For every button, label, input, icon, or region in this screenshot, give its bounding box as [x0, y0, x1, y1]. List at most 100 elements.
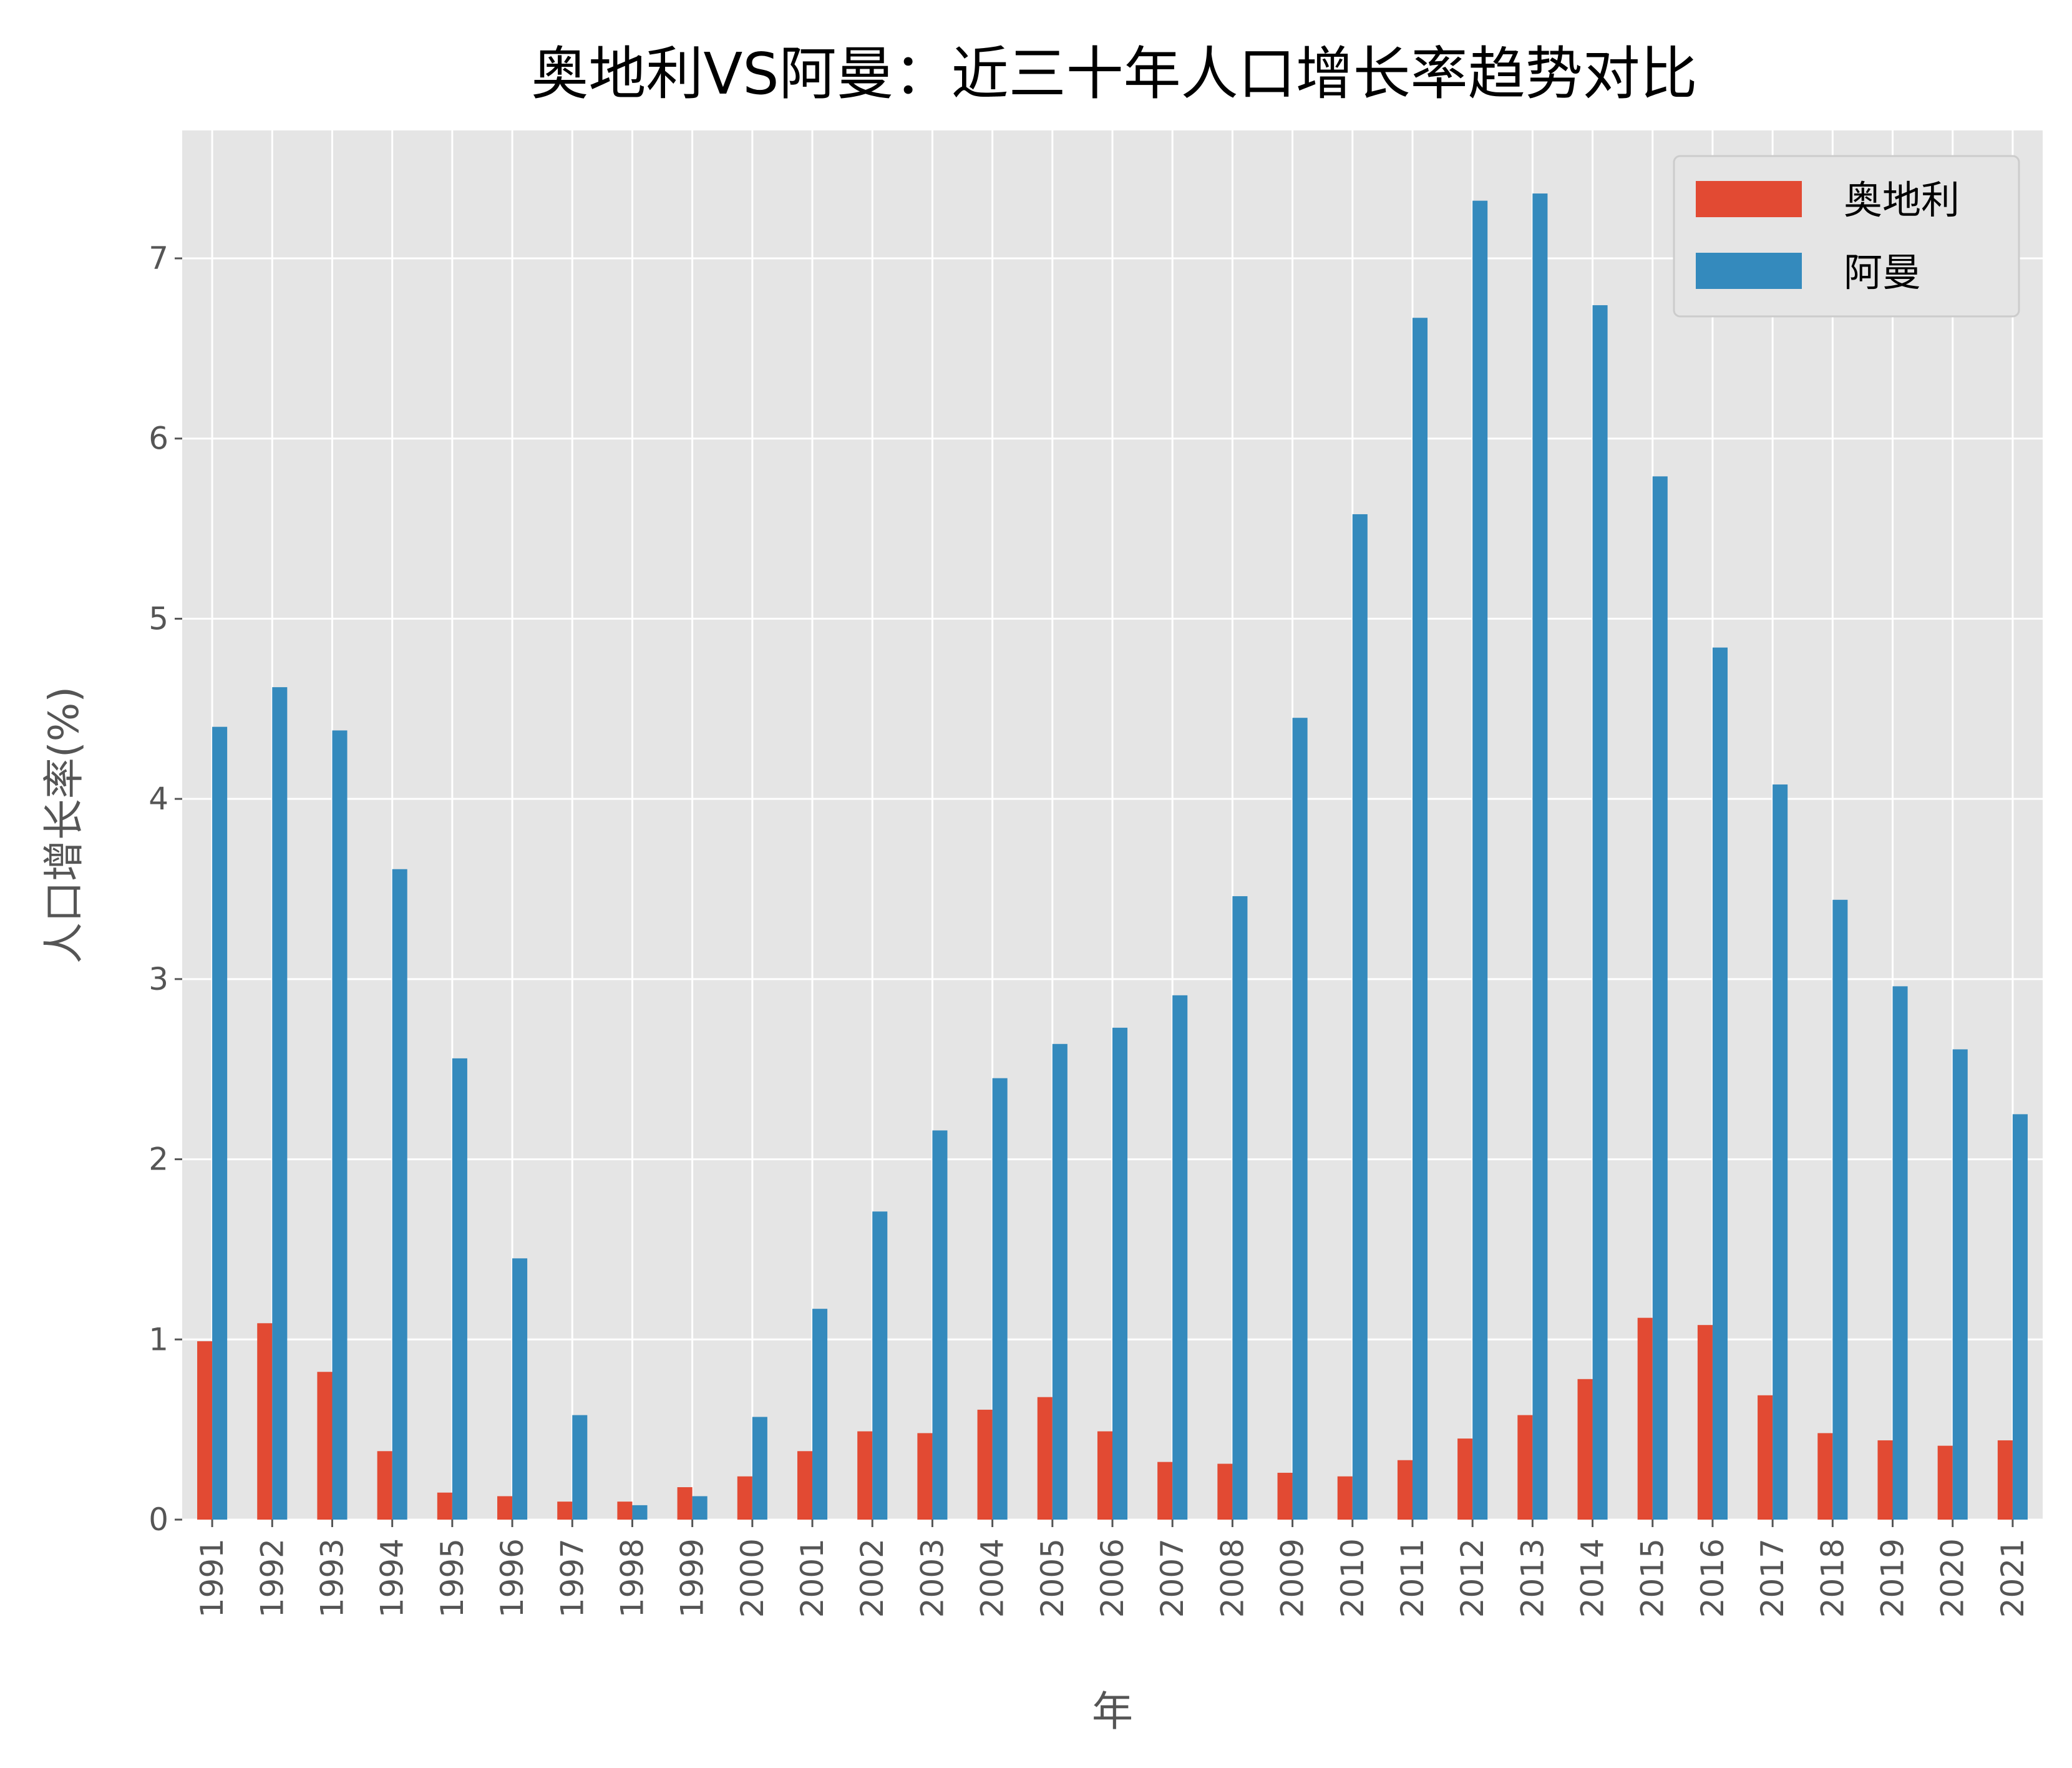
bar-austria-2000 [737, 1476, 752, 1520]
y-tick-label: 1 [148, 1321, 168, 1357]
y-axis: 0 1 2 3 4 5 6 7 [148, 240, 182, 1538]
bar-austria-2005 [1037, 1397, 1053, 1520]
x-tick-label: 1997 [554, 1538, 590, 1618]
x-tick-label: 1998 [614, 1538, 650, 1618]
x-tick-label: 1999 [674, 1538, 711, 1618]
bar-oman-2005 [1052, 1043, 1068, 1520]
bar-oman-2003 [932, 1130, 948, 1520]
bars [197, 193, 2028, 1520]
x-tick-label: 1991 [194, 1538, 230, 1618]
bar-oman-2008 [1232, 896, 1248, 1520]
bar-austria-2004 [977, 1409, 993, 1520]
bar-austria-2009 [1277, 1472, 1293, 1520]
bar-austria-1997 [557, 1502, 573, 1520]
x-tick-label: 2013 [1514, 1538, 1550, 1618]
bar-austria-2020 [1937, 1445, 1953, 1520]
bar-oman-1998 [632, 1505, 648, 1520]
y-axis-label: 人口增长率(%) [40, 686, 88, 964]
legend-swatch-austria [1696, 181, 1802, 217]
x-tick-label: 2001 [794, 1538, 830, 1618]
x-tick-label: 2003 [914, 1538, 950, 1618]
x-tick-label: 2010 [1335, 1538, 1371, 1618]
bar-austria-1992 [257, 1323, 273, 1520]
bar-austria-2002 [857, 1431, 873, 1520]
x-tick-label: 1992 [254, 1538, 290, 1618]
bar-austria-1999 [677, 1487, 693, 1520]
bar-austria-2021 [1997, 1440, 2013, 1520]
bar-oman-2009 [1292, 718, 1308, 1520]
bar-austria-2008 [1217, 1463, 1233, 1520]
bar-oman-2006 [1112, 1027, 1128, 1520]
x-tick-label: 2015 [1635, 1538, 1671, 1618]
bar-austria-1995 [437, 1492, 452, 1520]
y-tick-label: 0 [148, 1502, 168, 1538]
bar-austria-2014 [1577, 1379, 1593, 1520]
bar-oman-1992 [272, 687, 288, 1520]
bar-austria-2018 [1817, 1433, 1833, 1520]
x-tick-label: 2016 [1695, 1538, 1731, 1618]
legend-swatch-oman [1696, 253, 1802, 289]
bar-oman-2019 [1892, 986, 1908, 1520]
x-tick-label: 2006 [1094, 1538, 1131, 1618]
bar-austria-1998 [617, 1502, 633, 1520]
bar-oman-1993 [332, 730, 348, 1520]
bar-austria-2015 [1637, 1317, 1653, 1520]
legend-label-austria: 奥地利 [1844, 177, 1960, 223]
bar-oman-2001 [812, 1309, 828, 1520]
x-tick-label: 2008 [1214, 1538, 1250, 1618]
x-tick-label: 1993 [314, 1538, 350, 1618]
x-tick-label: 2009 [1275, 1538, 1311, 1618]
bar-oman-1991 [212, 726, 228, 1520]
bar-austria-2007 [1157, 1462, 1173, 1520]
bar-austria-1993 [317, 1372, 333, 1520]
bar-oman-2021 [2012, 1114, 2028, 1520]
bar-austria-2017 [1758, 1395, 1773, 1520]
bar-oman-2011 [1412, 318, 1428, 1520]
bar-oman-2018 [1832, 899, 1848, 1520]
y-tick-label: 5 [148, 600, 168, 637]
y-tick-label: 2 [148, 1141, 168, 1178]
x-tick-label: 1995 [434, 1538, 470, 1618]
bar-oman-2010 [1352, 514, 1368, 1520]
x-tick-label: 2011 [1394, 1538, 1431, 1618]
bar-oman-1995 [452, 1058, 467, 1520]
bar-oman-1997 [572, 1415, 588, 1520]
bar-oman-2007 [1172, 995, 1188, 1520]
bar-austria-2010 [1337, 1476, 1353, 1520]
y-tick-label: 4 [148, 781, 168, 817]
bar-oman-1994 [392, 869, 407, 1520]
bar-austria-2001 [797, 1451, 813, 1520]
bar-oman-2013 [1532, 193, 1548, 1520]
bar-oman-2016 [1712, 647, 1728, 1520]
x-tick-label: 2018 [1814, 1538, 1851, 1618]
x-tick-label: 2017 [1754, 1538, 1791, 1618]
bar-austria-2006 [1097, 1431, 1112, 1520]
x-tick-label: 2000 [734, 1538, 771, 1618]
bar-austria-2013 [1517, 1415, 1533, 1520]
bar-oman-2000 [752, 1417, 767, 1520]
x-tick-label: 2014 [1575, 1538, 1611, 1618]
x-axis: 1991 1992 1993 1994 1995 1996 1997 1998 1999 2000… [194, 1520, 2031, 1618]
x-tick-label: 2020 [1935, 1538, 1971, 1618]
bar-austria-2003 [917, 1433, 933, 1520]
bar-oman-2020 [1952, 1049, 1968, 1520]
bar-austria-2016 [1697, 1325, 1713, 1520]
bar-oman-2014 [1592, 305, 1608, 1520]
bar-oman-1999 [692, 1496, 708, 1520]
x-tick-label: 1994 [374, 1538, 411, 1618]
x-tick-label: 2005 [1034, 1538, 1071, 1618]
bar-austria-2019 [1877, 1440, 1893, 1520]
x-tick-label: 2002 [854, 1538, 890, 1618]
bar-austria-2011 [1397, 1460, 1413, 1520]
bar-austria-2012 [1457, 1438, 1473, 1520]
bar-oman-2017 [1773, 784, 1788, 1520]
x-tick-label: 2007 [1154, 1538, 1190, 1618]
x-tick-label: 2019 [1875, 1538, 1911, 1618]
x-tick-label: 2004 [975, 1538, 1011, 1618]
y-tick-label: 6 [148, 421, 168, 457]
y-tick-label: 3 [148, 961, 168, 997]
x-axis-label: 年 [1092, 1687, 1133, 1736]
bar-oman-2012 [1472, 200, 1488, 1520]
x-tick-label: 1996 [494, 1538, 530, 1618]
